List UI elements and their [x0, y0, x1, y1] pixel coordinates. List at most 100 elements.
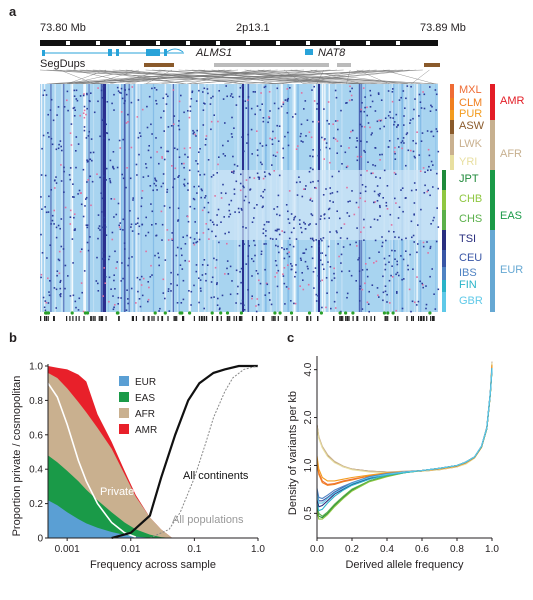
- matrix-dot: [405, 133, 408, 136]
- matrix-dot: [388, 279, 391, 282]
- matrix-dot: [401, 307, 404, 310]
- connector-line: [66, 69, 107, 85]
- variant-dot: [70, 311, 74, 315]
- matrix-dot: [165, 103, 168, 105]
- matrix-dot: [300, 132, 302, 135]
- matrix-dot: [272, 154, 275, 157]
- matrix-dot: [103, 175, 105, 177]
- matrix-dot: [53, 209, 55, 212]
- matrix-dot: [326, 119, 328, 122]
- population-bar-asw: [450, 120, 454, 134]
- matrix-dot: [272, 238, 274, 240]
- matrix-dot: [306, 119, 309, 121]
- matrix-dot: [50, 189, 52, 191]
- matrix-dot: [407, 264, 409, 267]
- variant-mark: [216, 316, 218, 321]
- matrix-dot: [192, 129, 194, 132]
- matrix-dot: [85, 198, 87, 200]
- matrix-dot: [112, 151, 115, 153]
- matrix-dot: [46, 257, 48, 259]
- matrix-dot: [396, 271, 399, 274]
- matrix-dot: [108, 276, 111, 279]
- matrix-dot: [198, 238, 201, 241]
- matrix-dot: [47, 113, 49, 116]
- variant-mark: [132, 316, 134, 321]
- matrix-dot: [83, 116, 86, 119]
- matrix-column: [120, 84, 123, 312]
- matrix-dot: [215, 259, 218, 261]
- matrix-dot: [202, 124, 205, 126]
- matrix-dot: [358, 270, 361, 272]
- y-tick-label: 0.5: [303, 506, 314, 520]
- continent-bar-eur: [490, 230, 495, 312]
- matrix-dot: [358, 257, 360, 259]
- matrix-column: [128, 84, 130, 312]
- cytoband-label: 2p13.1: [236, 22, 270, 34]
- matrix-dot: [418, 154, 421, 156]
- matrix-dot: [263, 188, 266, 191]
- matrix-dot: [201, 274, 204, 276]
- variant-mark: [211, 316, 213, 321]
- matrix-dot: [246, 142, 248, 144]
- matrix-dot: [44, 174, 47, 177]
- matrix-dot: [82, 94, 85, 97]
- matrix-dot: [154, 177, 156, 180]
- matrix-dot: [281, 230, 283, 232]
- matrix-dot: [255, 310, 258, 313]
- matrix-dot: [55, 307, 57, 309]
- legend-label-eas: EAS: [135, 393, 155, 404]
- variant-dot: [391, 311, 395, 315]
- matrix-dot: [91, 180, 94, 183]
- variant-mark: [406, 316, 408, 321]
- matrix-dot: [302, 141, 304, 143]
- matrix-dot: [75, 98, 78, 100]
- matrix-dot: [89, 100, 91, 103]
- matrix-dot: [44, 309, 47, 312]
- matrix-dot: [403, 124, 405, 126]
- matrix-dot: [396, 126, 398, 128]
- matrix-dot: [406, 85, 409, 87]
- matrix-dot: [233, 127, 235, 129]
- matrix-dot: [121, 97, 124, 100]
- matrix-dot: [118, 224, 120, 227]
- matrix-dot: [187, 189, 189, 191]
- matrix-dot: [67, 109, 69, 112]
- matrix-dot: [105, 179, 107, 181]
- continent-bar-afr: [490, 120, 495, 170]
- line-private: [47, 382, 137, 538]
- matrix-dot: [116, 166, 119, 169]
- matrix-dot: [155, 223, 157, 225]
- matrix-dot: [293, 217, 296, 219]
- matrix-dot: [364, 151, 366, 153]
- matrix-dot: [290, 263, 292, 265]
- matrix-dot: [315, 293, 318, 296]
- matrix-dot: [71, 238, 74, 240]
- matrix-dot: [211, 230, 213, 233]
- matrix-dot: [147, 149, 150, 152]
- matrix-dot: [170, 271, 172, 274]
- matrix-dot: [392, 88, 394, 90]
- matrix-dot: [245, 263, 248, 265]
- variant-mark: [75, 316, 77, 321]
- matrix-dot: [361, 125, 363, 128]
- matrix-dot: [275, 264, 278, 267]
- variant-mark: [340, 316, 342, 321]
- matrix-dot: [405, 164, 407, 167]
- matrix-dot: [421, 132, 424, 134]
- matrix-dot: [136, 276, 139, 279]
- matrix-dot: [77, 193, 79, 195]
- matrix-dot: [116, 261, 118, 263]
- matrix-dot: [217, 297, 219, 300]
- matrix-dot: [286, 98, 289, 101]
- variant-mark: [83, 316, 85, 321]
- variant-dot: [273, 311, 277, 315]
- variant-dot: [289, 311, 294, 315]
- matrix-dot: [336, 210, 338, 212]
- matrix-dot: [232, 172, 235, 174]
- matrix-dot: [311, 214, 314, 217]
- variant-mark: [271, 316, 273, 321]
- matrix-dot: [355, 201, 358, 204]
- matrix-dot: [400, 96, 402, 99]
- matrix-dot: [167, 95, 169, 98]
- matrix-dot: [373, 201, 375, 204]
